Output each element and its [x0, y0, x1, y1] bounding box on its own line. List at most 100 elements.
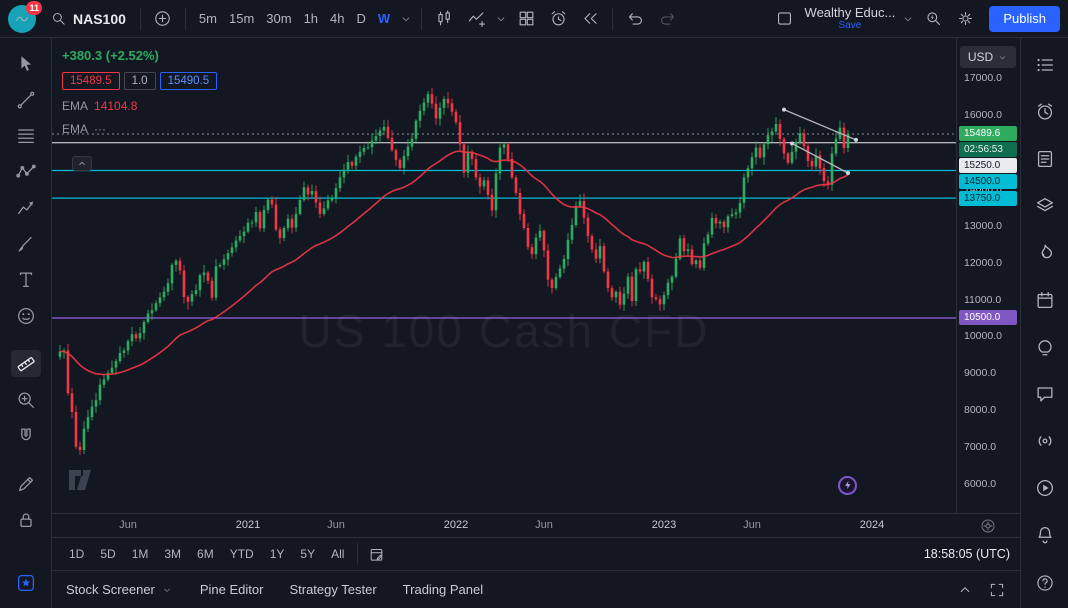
zoom-icon[interactable] — [11, 386, 41, 413]
time-tick: 2021 — [236, 519, 260, 531]
compare-add-icon[interactable] — [149, 5, 177, 33]
interval-15m[interactable]: 15m — [224, 7, 259, 30]
price-tick: 6000.0 — [964, 478, 996, 490]
range-buttons: 1D5D1M3M6MYTD1Y5YAll — [62, 544, 351, 564]
notifications-icon[interactable] — [1030, 522, 1060, 548]
cursor-icon[interactable] — [11, 50, 41, 77]
chart-style-icon[interactable] — [430, 5, 458, 33]
symbol-search[interactable]: NAS100 — [44, 6, 132, 31]
price-label-last: 15489.6 — [959, 126, 1017, 141]
range-1d[interactable]: 1D — [62, 544, 91, 564]
watchlist-icon[interactable] — [1030, 52, 1060, 78]
interval-5m[interactable]: 5m — [194, 7, 222, 30]
streams-icon[interactable] — [1030, 428, 1060, 454]
price-tick: 12000.0 — [964, 257, 1002, 269]
interval-1h[interactable]: 1h — [299, 7, 323, 30]
layout-manager[interactable]: Wealthy Educ... Save — [805, 6, 896, 31]
ideas-icon[interactable] — [1030, 334, 1060, 360]
user-avatar[interactable]: 11 — [8, 5, 36, 33]
news-icon[interactable] — [1030, 146, 1060, 172]
edit-icon[interactable] — [11, 470, 41, 497]
range-6m[interactable]: 6M — [190, 544, 221, 564]
prediction-icon[interactable] — [11, 194, 41, 221]
interval-D[interactable]: D — [352, 7, 371, 30]
ema-legend-2[interactable]: EMA ··· — [62, 122, 217, 136]
interval-W[interactable]: W — [373, 7, 395, 30]
interval-4h[interactable]: 4h — [325, 7, 349, 30]
tab-stock-screener[interactable]: Stock Screener — [66, 582, 174, 597]
divider — [421, 8, 422, 30]
quick-search-icon[interactable] — [919, 5, 947, 33]
text-icon[interactable] — [11, 266, 41, 293]
price-tick: 13000.0 — [964, 220, 1002, 232]
layout-grid-icon[interactable] — [512, 5, 540, 33]
time-tick: 2024 — [860, 519, 884, 531]
favorites-icon[interactable] — [11, 569, 41, 596]
layout-icon[interactable] — [771, 5, 799, 33]
tab-trading-panel[interactable]: Trading Panel — [403, 582, 483, 597]
save-layout-button[interactable]: Save — [839, 21, 862, 31]
fib-retracement-icon[interactable] — [11, 122, 41, 149]
trend-line-icon[interactable] — [11, 86, 41, 113]
ask-price[interactable]: 15490.5 — [160, 72, 218, 90]
bid-ask-row: 15489.5 1.0 15490.5 — [62, 72, 217, 90]
drawing-toolbar — [0, 38, 52, 608]
utc-clock[interactable]: 18:58:05 (UTC) — [924, 547, 1010, 561]
notification-badge: 11 — [26, 1, 42, 15]
chevron-down-icon[interactable] — [494, 12, 508, 26]
bottom-panel: Stock Screener Pine Editor Strategy Tester… — [52, 570, 1020, 608]
price-label-white: 15250.0 — [959, 158, 1017, 173]
ema-legend-1[interactable]: EMA 14104.8 — [62, 99, 217, 113]
range-1m[interactable]: 1M — [125, 544, 156, 564]
currency-dropdown[interactable]: USD — [960, 46, 1016, 68]
legend-collapse-button[interactable] — [72, 156, 92, 171]
price-label-countdown: 02:56:53 — [959, 142, 1017, 157]
range-3m[interactable]: 3M — [157, 544, 188, 564]
time-axis[interactable]: Jun2021Jun2022Jun2023Jun2024 — [52, 513, 1020, 537]
tab-pine-editor[interactable]: Pine Editor — [200, 582, 264, 597]
price-axis[interactable]: USD 17000.016000.015000.014000.013000.01… — [956, 38, 1020, 513]
publish-button[interactable]: Publish — [989, 6, 1060, 32]
chevron-down-icon[interactable] — [399, 12, 413, 26]
calendar-icon[interactable] — [1030, 287, 1060, 313]
range-5d[interactable]: 5D — [93, 544, 122, 564]
price-change: +380.3 (+2.52%) — [62, 48, 217, 63]
undo-icon[interactable] — [621, 5, 649, 33]
object-tree-icon[interactable] — [1030, 193, 1060, 219]
range-all[interactable]: All — [324, 544, 351, 564]
go-to-date-icon[interactable] — [364, 543, 388, 565]
alert-icon[interactable] — [544, 5, 572, 33]
range-ytd[interactable]: YTD — [223, 544, 261, 564]
idea-marker-icon[interactable] — [838, 476, 857, 495]
settings-gear-icon[interactable] — [951, 5, 979, 33]
time-tick: Jun — [119, 519, 137, 531]
axis-settings-icon[interactable] — [980, 518, 996, 534]
magnet-icon[interactable] — [11, 422, 41, 449]
panel-maximize-icon[interactable] — [988, 581, 1006, 599]
alerts-icon[interactable] — [1030, 99, 1060, 125]
bid-price[interactable]: 15489.5 — [62, 72, 120, 90]
help-icon[interactable] — [1030, 570, 1060, 596]
lock-icon[interactable] — [11, 506, 41, 533]
xabcd-pattern-icon[interactable] — [11, 158, 41, 185]
chart-column: US 100 Cash CFD +380.3 (+2.52%) 15489.5 … — [52, 38, 1020, 608]
chat-icon[interactable] — [1030, 381, 1060, 407]
ema-value: 14104.8 — [94, 99, 137, 113]
panel-expand-icon[interactable] — [956, 581, 974, 599]
replay-icon[interactable] — [576, 5, 604, 33]
price-tick: 11000.0 — [964, 294, 1001, 306]
range-5y[interactable]: 5Y — [293, 544, 322, 564]
price-chart[interactable]: US 100 Cash CFD +380.3 (+2.52%) 15489.5 … — [52, 38, 956, 513]
emoji-icon[interactable] — [11, 302, 41, 329]
hotlists-icon[interactable] — [1030, 240, 1060, 266]
videos-icon[interactable] — [1030, 475, 1060, 501]
indicators-icon[interactable] — [462, 5, 490, 33]
chevron-down-icon[interactable] — [901, 12, 915, 26]
measure-icon[interactable] — [11, 350, 41, 377]
range-1y[interactable]: 1Y — [263, 544, 292, 564]
tab-label: Trading Panel — [403, 582, 483, 597]
interval-30m[interactable]: 30m — [261, 7, 296, 30]
redo-icon[interactable] — [653, 5, 681, 33]
tab-strategy-tester[interactable]: Strategy Tester — [289, 582, 376, 597]
brush-icon[interactable] — [11, 230, 41, 257]
